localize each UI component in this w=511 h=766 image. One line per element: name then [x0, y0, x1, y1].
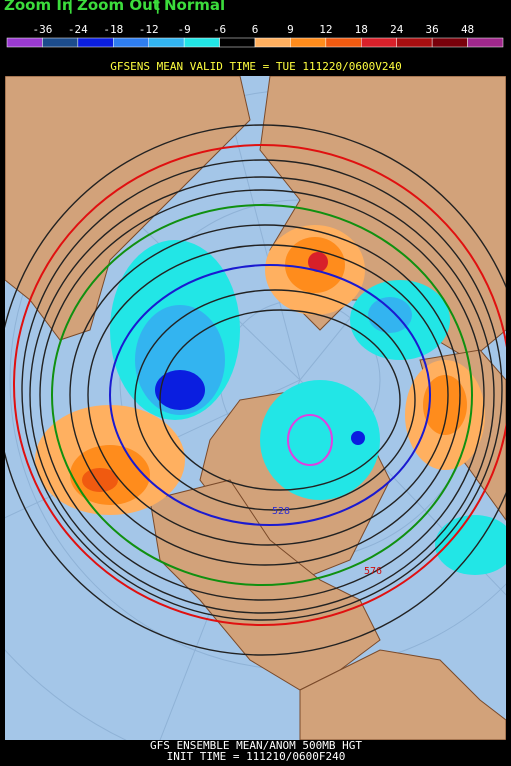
legend-swatch — [396, 37, 433, 48]
map-title: GFSENS MEAN VALID TIME = TUE 111220/0600… — [110, 60, 401, 73]
legend-swatch — [254, 37, 291, 48]
footer-line: INIT TIME = 111210/0600F240 — [167, 750, 346, 763]
legend-label: 48 — [461, 23, 474, 36]
legend-swatch — [325, 37, 362, 48]
legend-label: -24 — [68, 23, 88, 36]
legend-label: 24 — [390, 23, 404, 36]
legend-label: 9 — [287, 23, 294, 36]
legend-swatch — [113, 37, 149, 48]
legend-swatch — [219, 37, 256, 48]
contour-label: 576 — [364, 566, 382, 577]
legend-swatch — [42, 37, 79, 48]
legend-swatch — [6, 37, 43, 48]
legend-label: -36 — [32, 23, 52, 36]
zoom-out-link[interactable]: Zoom Out — [77, 0, 160, 14]
normal-link[interactable]: Normal — [164, 0, 225, 14]
zoom-in-link[interactable]: Zoom In — [4, 0, 73, 14]
footer-line: GFS ENSEMBLE MEAN/ANOM 500MB HGT — [150, 739, 362, 752]
legend-swatch — [148, 37, 185, 48]
legend-swatch — [361, 37, 397, 48]
contour-label: 528 — [272, 506, 290, 517]
legend-label: 18 — [355, 23, 368, 36]
legend-swatch — [431, 37, 468, 48]
legend-label: -6 — [213, 23, 226, 36]
legend-swatch — [467, 37, 504, 48]
separator: | — [155, 0, 160, 15]
legend-swatch — [77, 37, 114, 48]
legend-label: -12 — [139, 23, 159, 36]
separator: | — [68, 0, 73, 15]
legend-label: 6 — [252, 23, 259, 36]
legend-swatch — [183, 37, 220, 48]
legend-label: -18 — [103, 23, 123, 36]
legend-swatch — [290, 37, 327, 48]
color-legend: -36 -24 -18 -12 -9 -6 6 9 12 18 24 36 48 — [6, 23, 504, 48]
legend-label: -9 — [178, 23, 191, 36]
legend-label: 36 — [426, 23, 439, 36]
height-contours — [5, 124, 506, 656]
anomalies — [35, 225, 506, 575]
legend-label: 12 — [319, 23, 332, 36]
